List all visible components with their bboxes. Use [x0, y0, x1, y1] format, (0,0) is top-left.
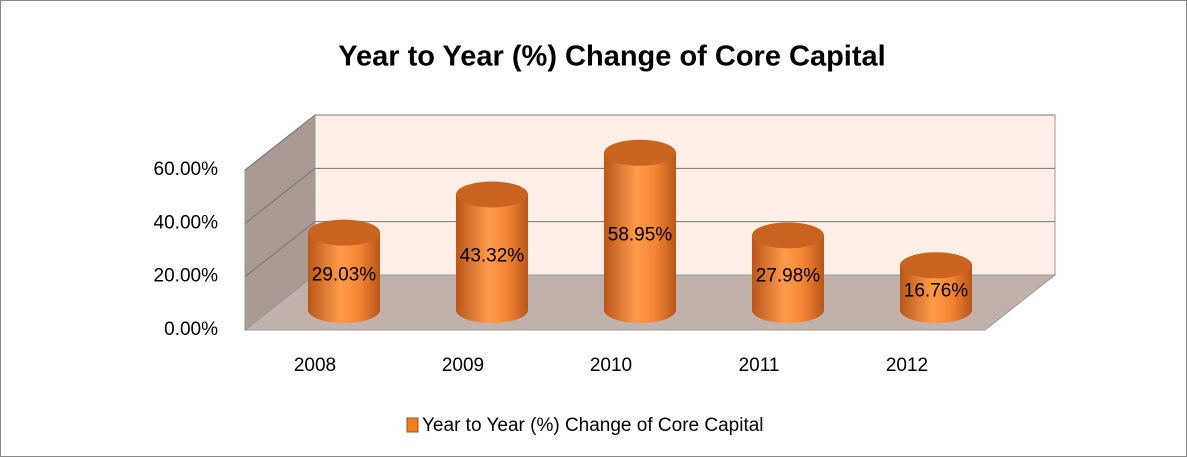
data-label: 58.95% — [608, 224, 673, 245]
y-tick-label: 40.00% — [154, 212, 219, 233]
bar-top — [308, 219, 380, 246]
chart-title: Year to Year (%) Change of Core Capital — [338, 41, 885, 73]
bar-top — [604, 139, 676, 166]
grid-line — [244, 221, 316, 278]
back-wall — [314, 114, 1056, 276]
bar-top — [752, 222, 824, 249]
data-label: 29.03% — [312, 264, 377, 285]
x-tick-label: 2011 — [739, 355, 780, 376]
bar-top — [456, 181, 528, 208]
bar — [604, 152, 676, 323]
bar — [308, 232, 380, 323]
data-label: 16.76% — [904, 281, 969, 302]
grid-line — [244, 114, 316, 171]
bar — [752, 235, 824, 323]
x-tick-label: 2012 — [886, 355, 928, 376]
bar — [456, 194, 528, 323]
y-tick-label: 60.00% — [154, 159, 219, 180]
x-tick-label: 2008 — [294, 355, 336, 376]
y-tick-label: 0.00% — [164, 319, 218, 340]
x-tick-label: 2009 — [442, 355, 484, 376]
legend-swatch — [406, 417, 419, 433]
data-label: 43.32% — [460, 245, 525, 266]
x-tick-label: 2010 — [590, 355, 632, 376]
bar — [900, 265, 972, 323]
data-label: 27.98% — [756, 266, 821, 287]
legend-label: Year to Year (%) Change of Core Capital — [422, 415, 764, 436]
y-tick-label: 20.00% — [154, 266, 219, 287]
grid-line — [244, 167, 316, 224]
bar-top — [900, 252, 972, 279]
